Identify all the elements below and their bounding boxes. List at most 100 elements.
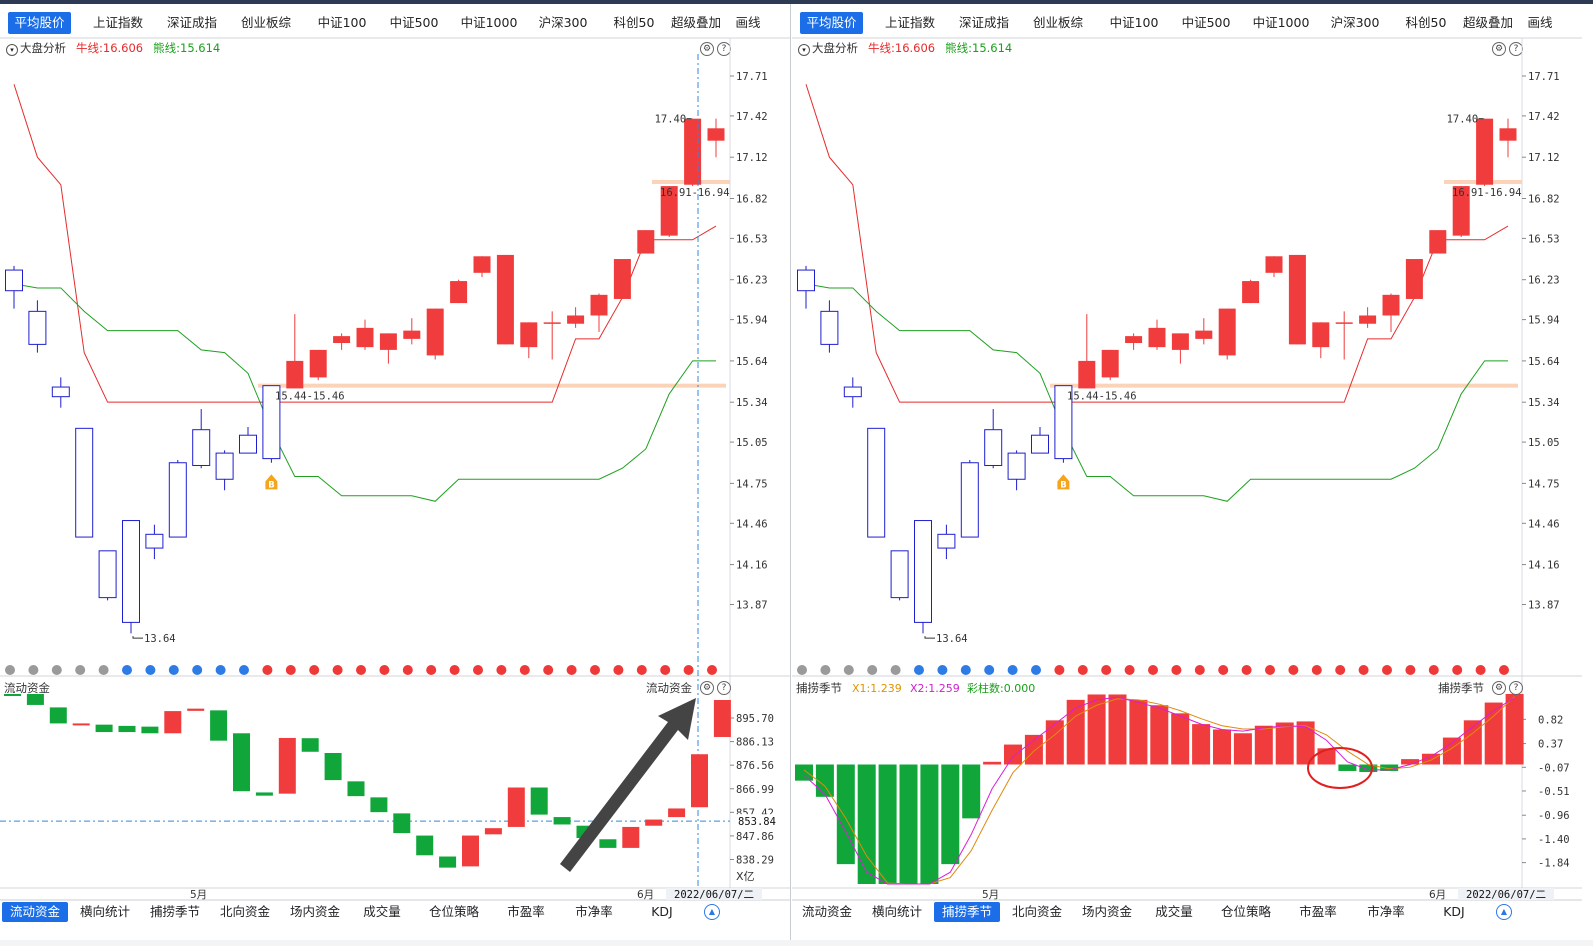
season-bar [1254,725,1273,765]
candle-body [473,256,491,273]
candle-body [1171,333,1189,350]
candle-body [1382,294,1400,316]
tab-kdj[interactable]: KDJ [1443,904,1465,919]
cursor-date: 2022/06/07/二 [1466,889,1546,901]
candle-body [843,386,862,398]
flow-bar [691,754,708,808]
tab-super-overlay[interactable]: 超级叠加 [1462,15,1513,30]
tab-shenzhen-index[interactable]: 深证成指 [166,15,217,30]
tab-average-price[interactable]: 平均股价 [8,12,71,34]
signal-dot [519,665,530,675]
signal-dot [239,665,249,675]
tab-csi500[interactable]: 中证500 [389,15,439,30]
tab-csi1000[interactable]: 中证1000 [460,15,518,30]
tab-pb-ratio[interactable]: 市净率 [1367,904,1405,919]
candle-body [1452,186,1470,236]
y-tick-label: 14.16 [1528,560,1560,572]
tab-onfloor-funds[interactable]: 场内资金 [1081,904,1132,919]
season-bar [1338,764,1357,771]
tab-volume[interactable]: 成交量 [363,904,401,919]
bull-line-value: 牛线:16.606 [76,41,144,55]
settings-icon[interactable]: ⚙ [1492,42,1506,56]
settings-icon[interactable]: ⚙ [700,42,714,56]
tab-fishing-season[interactable]: 捕捞季节 [934,902,1000,922]
tab-star50[interactable]: 科创50 [1405,15,1447,30]
support-label: 15.44-15.46 [275,391,345,403]
tab-pb-ratio[interactable]: 市净率 [575,904,613,919]
tab-csi500[interactable]: 中证500 [1181,15,1231,30]
y-tick-label: 15.34 [736,397,768,409]
tab-fishing-season[interactable]: 捕捞季节 [149,904,200,919]
candle-body [937,533,956,549]
season-bar [795,764,813,781]
candle-body [1242,281,1260,304]
tab-star50[interactable]: 科创50 [613,15,655,30]
tab-northbound[interactable]: 北向资金 [219,904,270,919]
low-marker [924,636,935,639]
tab-horizontal-stats[interactable]: 横向统计 [79,904,130,919]
tab-csi1000[interactable]: 中证1000 [1252,15,1310,30]
sub-y-tick-label: -0.07 [1538,762,1570,774]
candle-body [1148,327,1166,348]
tab-liquidity[interactable]: 流动资金 [2,902,68,922]
signal-dot [1171,665,1182,675]
candle-body [5,269,23,292]
candle-body [590,294,608,316]
tab-position-strategy[interactable]: 仓位策略 [1220,904,1271,919]
sub-y-tick-label: 847.86 [736,831,774,843]
candle-body [403,330,421,339]
y-tick-label: 17.71 [736,71,768,83]
tab-kdj[interactable]: KDJ [651,904,673,919]
tab-volume[interactable]: 成交量 [1155,904,1193,919]
cursor-date: 2022/06/07/二 [674,889,754,901]
signal-dot [1265,665,1275,675]
chevron-down-icon[interactable]: ▾ [798,44,810,56]
signal-dot [1077,665,1088,675]
tab-shanghai-index[interactable]: 上证指数 [884,15,935,30]
tab-csi300[interactable]: 沪深300 [1330,15,1380,30]
tab-chinext[interactable]: 创业板综 [240,15,291,30]
tab-shanghai-index[interactable]: 上证指数 [92,15,143,30]
tab-drawing[interactable]: 画线 [735,15,761,30]
signal-dot [660,665,671,675]
tab-pe-ratio[interactable]: 市盈率 [507,904,545,919]
season-bar [878,764,897,884]
signal-dot [122,665,132,675]
y-tick-label: 16.82 [1528,193,1560,205]
tab-liquidity[interactable]: 流动资金 [801,904,852,919]
tab-shenzhen-index[interactable]: 深证成指 [958,15,1009,30]
unit-label: X亿 [736,870,755,883]
tab-horizontal-stats[interactable]: 横向统计 [871,904,922,919]
tab-drawing[interactable]: 画线 [1527,15,1553,30]
signal-dot [1241,665,1252,675]
signal-dot [843,665,854,675]
tab-pe-ratio[interactable]: 市盈率 [1299,904,1337,919]
bear-line-value: 熊线:15.614 [945,41,1013,55]
y-tick-label: 15.34 [1528,397,1560,409]
season-bar [899,764,918,884]
tab-chinext[interactable]: 创业板综 [1032,15,1083,30]
help-icon[interactable]: ? [717,681,731,695]
expand-up-icon[interactable]: ▲ [704,904,720,920]
tab-onfloor-funds[interactable]: 场内资金 [289,904,340,919]
candle-body [1335,322,1353,324]
tab-average-price[interactable]: 平均股价 [800,12,863,34]
flow-bar [118,725,136,733]
tab-position-strategy[interactable]: 仓位策略 [428,904,479,919]
settings-icon[interactable]: ⚙ [1492,681,1506,695]
expand-up-icon[interactable]: ▲ [1496,904,1512,920]
settings-icon[interactable]: ⚙ [700,681,714,695]
candle-body [426,308,444,356]
tab-csi100[interactable]: 中证100 [1109,15,1159,30]
tab-super-overlay[interactable]: 超级叠加 [670,15,721,30]
candle-body [1031,434,1049,454]
candle-body [520,322,538,348]
signal-dot [1428,665,1439,675]
chevron-down-icon[interactable]: ▾ [6,44,18,56]
tab-csi100[interactable]: 中证100 [317,15,367,30]
flow-bar [278,737,296,794]
season-bar [1066,699,1085,765]
tab-northbound[interactable]: 北向资金 [1011,904,1062,919]
tab-csi300[interactable]: 沪深300 [538,15,588,30]
help-icon[interactable]: ? [1509,681,1523,695]
